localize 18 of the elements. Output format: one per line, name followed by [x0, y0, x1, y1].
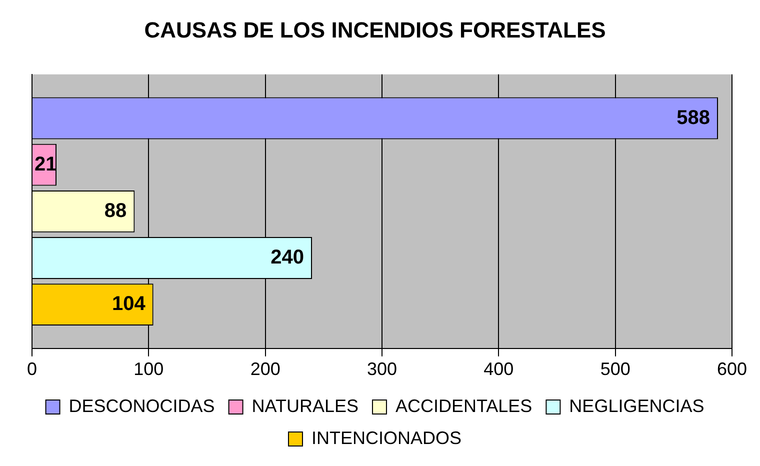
data-label: 588: [676, 106, 710, 129]
x-tick-label: 0: [26, 359, 38, 380]
legend-label: INTENCIONADOS: [311, 428, 462, 448]
data-label: 88: [104, 200, 127, 222]
x-tick-label: 100: [134, 359, 164, 380]
legend-label: NEGLIGENCIAS: [569, 396, 704, 416]
x-tick-label: 300: [366, 359, 398, 380]
x-tick-label: 200: [250, 359, 280, 380]
legend-label: DESCONOCIDAS: [68, 396, 215, 416]
data-label: 104: [112, 293, 146, 316]
data-label: 21: [34, 153, 57, 176]
x-tick-label: 500: [600, 359, 630, 380]
chart-title: CAUSAS DE LOS INCENDIOS FORESTALES: [144, 17, 606, 42]
legend-label: NATURALES: [252, 396, 359, 416]
legend-label: ACCIDENTALES: [395, 396, 532, 416]
data-label: 240: [270, 246, 304, 268]
x-tick-label: 600: [716, 359, 748, 380]
x-tick-label: 400: [484, 359, 514, 380]
